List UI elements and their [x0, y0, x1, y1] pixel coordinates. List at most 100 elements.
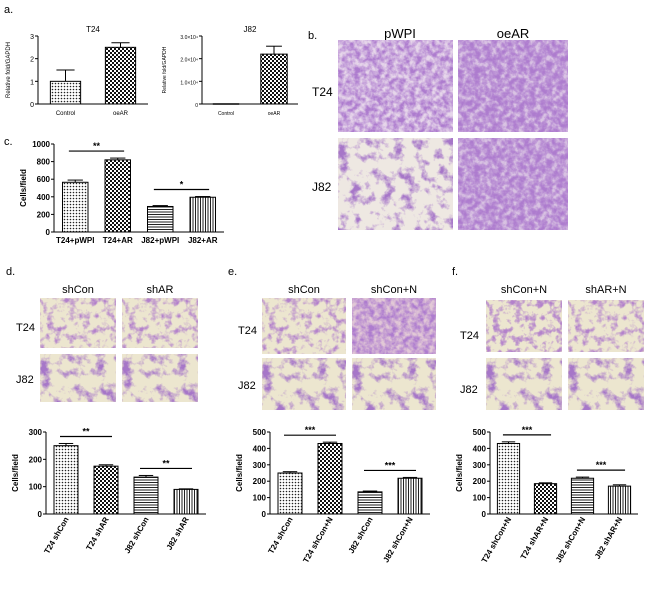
- x-tick-label: T24+AR: [103, 236, 133, 245]
- y-tick-label: 200: [37, 210, 51, 219]
- bar: [147, 205, 174, 233]
- panel-b-row-label-1: T24: [312, 85, 333, 99]
- x-tick-label: T24 shCon+N: [301, 515, 335, 564]
- bar: [357, 491, 383, 515]
- bar: [93, 465, 119, 515]
- micrograph-e-t24-shcon-n: [352, 298, 436, 354]
- panel-b-col-header-2: oeAR: [496, 26, 530, 41]
- significance-label: *: [180, 180, 184, 190]
- micrograph-e-j82-shcon-n: [352, 358, 436, 410]
- x-tick-label: J82 shAR+N: [593, 515, 624, 560]
- x-tick-label: J82 shCon+N: [554, 515, 587, 564]
- x-tick-label: oeAR: [113, 111, 129, 117]
- panel-label-a: a.: [4, 4, 14, 16]
- y-tick-label: 2.0×10⁴: [180, 58, 198, 64]
- micrograph-b-j82-pwpi: [338, 138, 453, 230]
- micrograph-f-t24-shcon-n: [486, 300, 562, 352]
- x-tick-label: T24 shCon+N: [480, 515, 514, 564]
- x-tick-label: oeAR: [268, 111, 281, 117]
- x-tick-label: Control: [218, 111, 234, 117]
- significance-label: **: [82, 426, 90, 436]
- y-tick-label: 0: [30, 102, 34, 109]
- bar: [49, 80, 82, 105]
- bar: [533, 483, 558, 515]
- micrograph-f-j82-shar-n: [568, 358, 644, 410]
- micrograph-d-t24-shar: [122, 298, 198, 348]
- y-tick-label: 3: [30, 34, 34, 41]
- y-axis-label: Cells/field: [455, 454, 464, 492]
- x-tick-label: T24 shCon: [266, 515, 294, 555]
- micrograph-d-t24-shcon: [40, 298, 116, 348]
- panel-d-row-label-2: J82: [16, 374, 34, 386]
- y-tick-label: 0: [46, 228, 51, 237]
- bar: [133, 476, 159, 515]
- x-tick-label: J82 shCon+N: [381, 515, 414, 564]
- y-tick-label: 100: [253, 494, 267, 503]
- x-tick-label: Control: [56, 111, 75, 117]
- chart-title: J82: [244, 25, 257, 34]
- chart-a1: T24 0 1 2 3 Relative fold/GAPDH Control oeAR: [6, 25, 148, 117]
- y-tick-label: 300: [29, 428, 43, 437]
- micrograph-b-j82-oear: [458, 138, 568, 230]
- y-axis-label: Relative fold/GAPDH: [162, 46, 168, 93]
- y-tick-label: 1000: [32, 140, 50, 149]
- y-tick-label: 200: [473, 477, 487, 486]
- chart-a2: J82 0 1.0×10⁴ 2.0×10⁴ 3.0×10⁴ Relative fold/G…: [162, 25, 298, 117]
- micrograph-f-j82-shcon-n: [486, 358, 562, 410]
- bar: [607, 485, 632, 515]
- panel-e-row-label-2: J82: [238, 380, 256, 392]
- chart-c: 0 200 400 600 800 1000 Cells/field T24+pWPI T24+…: [19, 140, 224, 245]
- x-tick-label: T24 shCon: [42, 515, 70, 555]
- significance-label: ***: [596, 460, 607, 470]
- x-tick-label: J82+pWPI: [141, 236, 179, 245]
- panel-label-e: e.: [228, 266, 238, 278]
- y-tick-label: 600: [37, 175, 51, 184]
- y-tick-label: 500: [253, 428, 267, 437]
- bar: [496, 442, 521, 515]
- y-tick-label: 0: [195, 103, 198, 109]
- chart-f: 0 100 200 300 400 500 Cells/field T24 shCon+N T2…: [455, 425, 638, 564]
- y-tick-label: 800: [37, 158, 51, 167]
- bar: [53, 445, 79, 515]
- x-tick-label: J82 shCon: [347, 515, 375, 555]
- chart-d: 0 100 200 300 Cells/field T24 shCon T24 shAR J8…: [11, 426, 206, 555]
- y-axis-label: Relative fold/GAPDH: [6, 42, 12, 98]
- y-tick-label: 100: [473, 494, 487, 503]
- chart-title: T24: [86, 25, 100, 34]
- micrograph-f-t24-shar-n: [568, 300, 644, 352]
- bar: [317, 442, 343, 515]
- y-tick-label: 400: [473, 444, 487, 453]
- bar: [277, 472, 303, 515]
- bar: [62, 181, 89, 233]
- significance-label: ***: [385, 460, 396, 470]
- bar: [397, 477, 423, 515]
- micrograph-e-t24-shcon: [262, 298, 346, 354]
- y-tick-label: 1: [30, 79, 34, 86]
- significance-label: **: [162, 458, 170, 468]
- bar: [173, 488, 199, 515]
- y-tick-label: 400: [37, 193, 51, 202]
- panel-d-row-label-1: T24: [16, 322, 35, 334]
- panel-e-col-header-1: shCon: [288, 284, 320, 296]
- micrograph-b-t24-pwpi: [338, 40, 453, 132]
- y-tick-label: 200: [253, 477, 267, 486]
- y-tick-label: 300: [253, 461, 267, 470]
- panel-f-row-label-2: J82: [460, 384, 478, 396]
- x-tick-label: J82 shAR: [165, 515, 191, 551]
- panel-b-col-header-1: pWPI: [384, 26, 416, 41]
- significance-label: ***: [522, 425, 533, 435]
- x-tick-label: T24+pWPI: [56, 236, 94, 245]
- bar: [104, 159, 131, 233]
- chart-e: 0 100 200 300 400 500 Cells/field T24 shCon T24 …: [235, 425, 430, 564]
- panel-b-row-label-2: J82: [312, 180, 332, 194]
- x-tick-label: T24 shAR: [84, 515, 110, 552]
- panel-e-col-header-2: shCon+N: [370, 284, 418, 296]
- panel-label-d: d.: [6, 266, 16, 278]
- panel-f-col-header-2: shAR+N: [585, 284, 627, 296]
- y-tick-label: 400: [253, 444, 267, 453]
- micrograph-d-j82-shar: [122, 354, 198, 402]
- y-tick-label: 0: [482, 510, 487, 519]
- panel-e-row-label-1: T24: [238, 325, 257, 337]
- panel-d-col-header-1: shCon: [62, 284, 94, 296]
- x-tick-label: T24 shAR+N: [519, 515, 551, 561]
